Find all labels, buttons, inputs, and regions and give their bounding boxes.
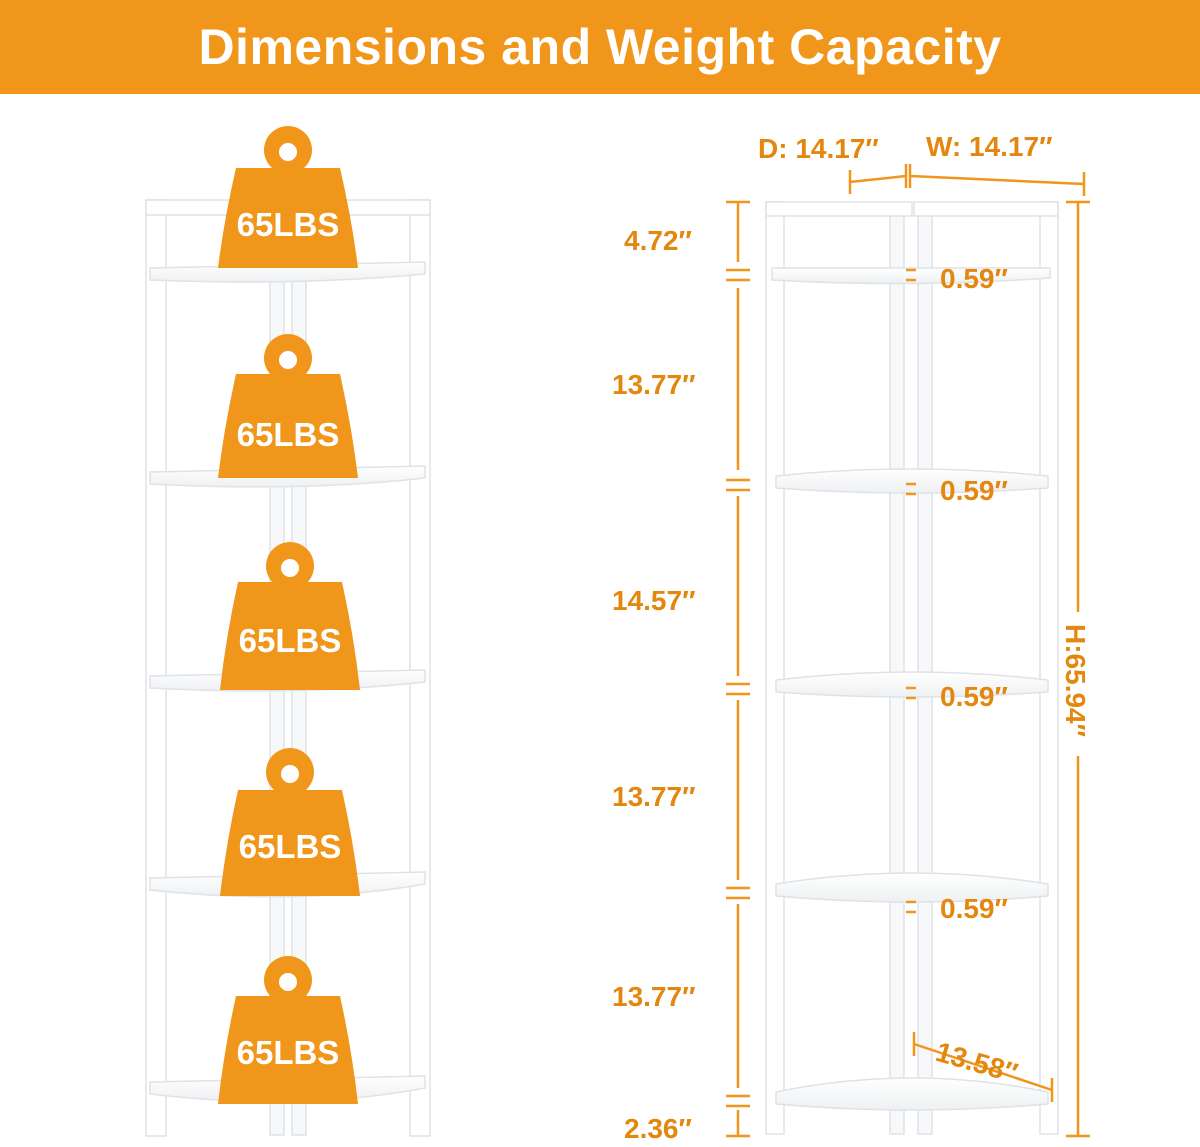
weight-label: 65LBS	[237, 416, 340, 453]
right-unit-shelf-5	[775, 1077, 1049, 1111]
top-gap-label: 4.72″	[624, 225, 692, 256]
gap-1-label: 13.77″	[612, 369, 695, 400]
depth-label: D: 14.17″	[758, 133, 879, 164]
right-unit-shelf-4	[775, 872, 1049, 903]
depth-line	[849, 174, 907, 184]
bottom-gap-label: 2.36″	[624, 1113, 692, 1144]
left-post	[145, 199, 167, 1137]
weight-label: 65LBS	[239, 828, 342, 865]
right-unit-left-post	[765, 201, 785, 1135]
weight-icon: 65LBS	[218, 956, 358, 1104]
gap-3-label: 13.77″	[612, 781, 695, 812]
right-unit-shelf-1	[771, 267, 1051, 285]
diagonal-line	[913, 1042, 1053, 1092]
weight-label: 65LBS	[237, 1034, 340, 1071]
page-title: Dimensions and Weight Capacity	[198, 19, 1002, 75]
height-label: H:65.94″	[1060, 624, 1091, 737]
width-line	[909, 174, 1085, 186]
weight-icon: 65LBS	[220, 748, 360, 896]
right-unit-shelf-3	[775, 671, 1049, 698]
right-unit-shelf-2	[775, 468, 1049, 494]
weight-icon: 65LBS	[218, 126, 358, 268]
gap-4-label: 13.77″	[612, 981, 695, 1012]
weight-icon: 65LBS	[218, 334, 358, 478]
right-shelf-unit	[765, 201, 1059, 1135]
weight-label: 65LBS	[239, 622, 342, 659]
shelf-thickness-label-1: 0.59″	[940, 263, 1008, 294]
right-unit-top-rail-right	[913, 201, 1059, 217]
gap-2-label: 14.57″	[612, 585, 695, 616]
dimension-lines	[726, 164, 1090, 1138]
right-unit-top-rail-left	[765, 201, 913, 217]
right-post	[409, 199, 431, 1137]
weight-label: 65LBS	[237, 206, 340, 243]
title-banner: Dimensions and Weight Capacity	[0, 0, 1200, 94]
shelf-thickness-label-4: 0.59″	[940, 893, 1008, 924]
width-label: W: 14.17″	[926, 131, 1053, 162]
shelf-thickness-label-3: 0.59″	[940, 681, 1008, 712]
right-unit-right-post	[1039, 201, 1059, 1135]
weight-icon: 65LBS	[220, 542, 360, 690]
shelf-thickness-label-2: 0.59″	[940, 475, 1008, 506]
